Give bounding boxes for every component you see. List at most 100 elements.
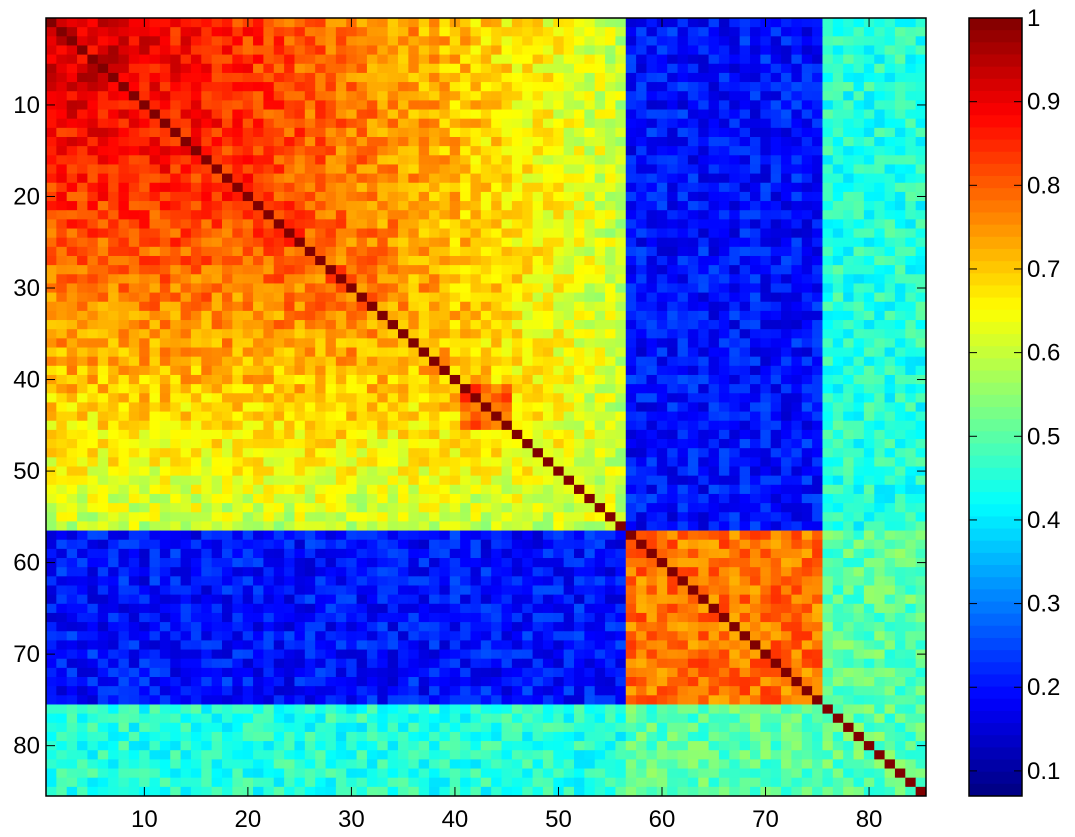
heatmap-cell xyxy=(356,457,368,467)
heatmap-cell xyxy=(449,36,461,46)
heatmap-cell xyxy=(429,411,440,422)
heatmap-cell xyxy=(118,301,130,312)
heatmap-cell xyxy=(429,72,440,83)
heatmap-cell xyxy=(304,54,316,65)
heatmap-cell xyxy=(253,18,264,28)
heatmap-cell xyxy=(698,374,710,385)
heatmap-cell xyxy=(511,493,523,504)
heatmap-cell xyxy=(501,429,513,440)
heatmap-cell xyxy=(211,439,223,449)
heatmap-cell xyxy=(46,429,57,440)
heatmap-cell xyxy=(170,448,182,458)
heatmap-cell xyxy=(915,310,927,321)
heatmap-cell xyxy=(718,36,730,46)
heatmap-cell xyxy=(201,466,213,477)
heatmap-cell xyxy=(232,173,244,184)
heatmap-cell xyxy=(149,191,161,202)
heatmap-cell xyxy=(118,191,130,202)
heatmap-cell xyxy=(605,310,616,321)
heatmap-cell xyxy=(718,82,730,92)
heatmap-cell xyxy=(894,127,906,138)
heatmap-cell xyxy=(884,539,896,550)
heatmap-cell xyxy=(822,164,834,175)
heatmap-cell xyxy=(563,420,575,431)
heatmap-cell xyxy=(387,475,399,486)
heatmap-cell xyxy=(801,512,813,522)
heatmap-cell xyxy=(594,265,606,275)
heatmap-cell xyxy=(574,512,585,522)
heatmap-cell xyxy=(667,54,679,65)
heatmap-cell xyxy=(139,301,151,312)
heatmap-cell xyxy=(159,338,171,348)
heatmap-cell xyxy=(915,484,927,495)
heatmap-cell xyxy=(159,493,171,504)
heatmap-cell xyxy=(263,228,275,239)
heatmap-cell xyxy=(553,82,565,92)
heatmap-cell xyxy=(553,237,565,248)
heatmap-cell xyxy=(884,201,896,211)
heatmap-cell xyxy=(232,63,244,74)
heatmap-cell xyxy=(211,182,223,193)
heatmap-cell xyxy=(874,429,886,440)
heatmap-cell xyxy=(253,448,264,458)
heatmap-cell xyxy=(139,54,151,65)
heatmap-cell xyxy=(366,530,378,541)
heatmap-cell xyxy=(356,548,368,559)
heatmap-cell xyxy=(170,283,182,294)
heatmap-cell xyxy=(781,457,792,467)
heatmap-cell xyxy=(108,439,119,449)
heatmap-cell xyxy=(263,265,275,275)
heatmap-cell xyxy=(366,512,378,522)
heatmap-cell xyxy=(346,320,358,330)
heatmap-cell xyxy=(159,310,171,321)
heatmap-cell xyxy=(574,484,585,495)
heatmap-cell xyxy=(398,191,409,202)
heatmap-cell xyxy=(708,292,720,303)
heatmap-cell xyxy=(77,292,88,303)
heatmap-cell xyxy=(408,512,420,522)
heatmap-cell xyxy=(781,429,792,440)
heatmap-cell xyxy=(460,72,471,83)
heatmap-cell xyxy=(294,45,306,56)
heatmap-cell xyxy=(284,484,295,495)
heatmap-cell xyxy=(884,393,896,403)
heatmap-cell xyxy=(853,347,865,358)
heatmap-cell xyxy=(791,155,803,165)
heatmap-cell xyxy=(801,109,813,120)
heatmap-cell xyxy=(408,439,420,449)
heatmap-cell xyxy=(822,439,834,449)
heatmap-cell xyxy=(646,539,658,550)
heatmap-cell xyxy=(729,329,741,339)
heatmap-cell xyxy=(739,429,751,440)
heatmap-cell xyxy=(211,301,223,312)
heatmap-cell xyxy=(346,255,358,266)
heatmap-cell xyxy=(346,310,358,321)
heatmap-cell xyxy=(915,320,927,330)
heatmap-cell xyxy=(542,521,554,532)
heatmap-cell xyxy=(812,411,823,422)
heatmap-cell xyxy=(460,384,471,394)
heatmap-cell xyxy=(501,45,513,56)
heatmap-cell xyxy=(335,512,347,522)
heatmap-cell xyxy=(853,255,865,266)
heatmap-cell xyxy=(812,402,823,413)
heatmap-cell xyxy=(625,63,637,74)
heatmap-cell xyxy=(625,36,637,46)
heatmap-cell xyxy=(480,393,492,403)
heatmap-cell xyxy=(915,54,927,65)
heatmap-cell xyxy=(408,191,420,202)
heatmap-cell xyxy=(139,100,151,111)
heatmap-cell xyxy=(532,201,544,211)
heatmap-cell xyxy=(863,320,875,330)
heatmap-cell xyxy=(729,365,741,376)
heatmap-cell xyxy=(770,201,782,211)
heatmap-cell xyxy=(532,109,544,120)
heatmap-cell xyxy=(418,439,430,449)
heatmap-cell xyxy=(511,420,523,431)
heatmap-cell xyxy=(760,402,772,413)
heatmap-cell xyxy=(418,411,430,422)
heatmap-cell xyxy=(377,100,389,111)
heatmap-cell xyxy=(366,127,378,138)
heatmap-cell xyxy=(398,201,409,211)
heatmap-cell xyxy=(511,191,523,202)
